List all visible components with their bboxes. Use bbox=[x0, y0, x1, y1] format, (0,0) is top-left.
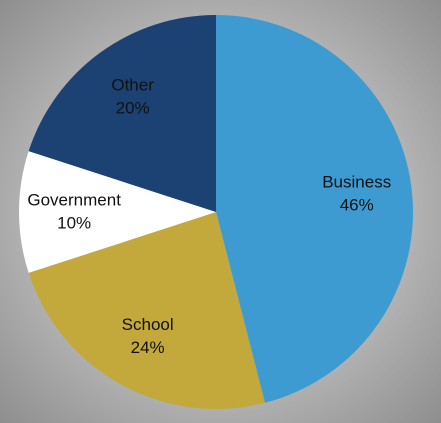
slice-value-label: 46% bbox=[340, 196, 374, 215]
pie-slice bbox=[216, 15, 413, 403]
slice-value-label: 24% bbox=[131, 338, 165, 357]
slice-label: Government bbox=[27, 190, 121, 209]
slice-label: School bbox=[122, 315, 174, 334]
slice-label: Other bbox=[111, 76, 154, 95]
slice-value-label: 10% bbox=[57, 213, 91, 232]
pie-slice bbox=[28, 15, 217, 212]
pie-slice bbox=[28, 212, 265, 409]
slice-label: Business bbox=[322, 173, 391, 192]
slice-value-label: 20% bbox=[116, 99, 150, 118]
pie-slice bbox=[19, 151, 217, 273]
